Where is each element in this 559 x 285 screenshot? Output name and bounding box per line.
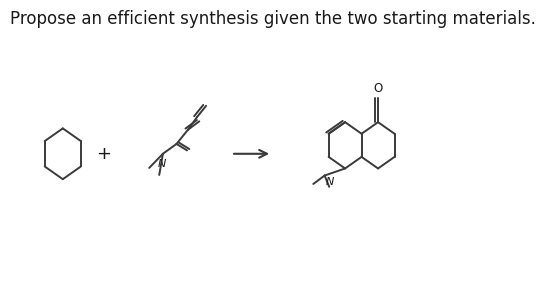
Text: +: + (96, 145, 111, 163)
Text: N: N (326, 177, 334, 187)
Text: O: O (373, 82, 383, 95)
Text: N: N (157, 159, 165, 170)
Text: Propose an efficient synthesis given the two starting materials.: Propose an efficient synthesis given the… (11, 10, 537, 28)
